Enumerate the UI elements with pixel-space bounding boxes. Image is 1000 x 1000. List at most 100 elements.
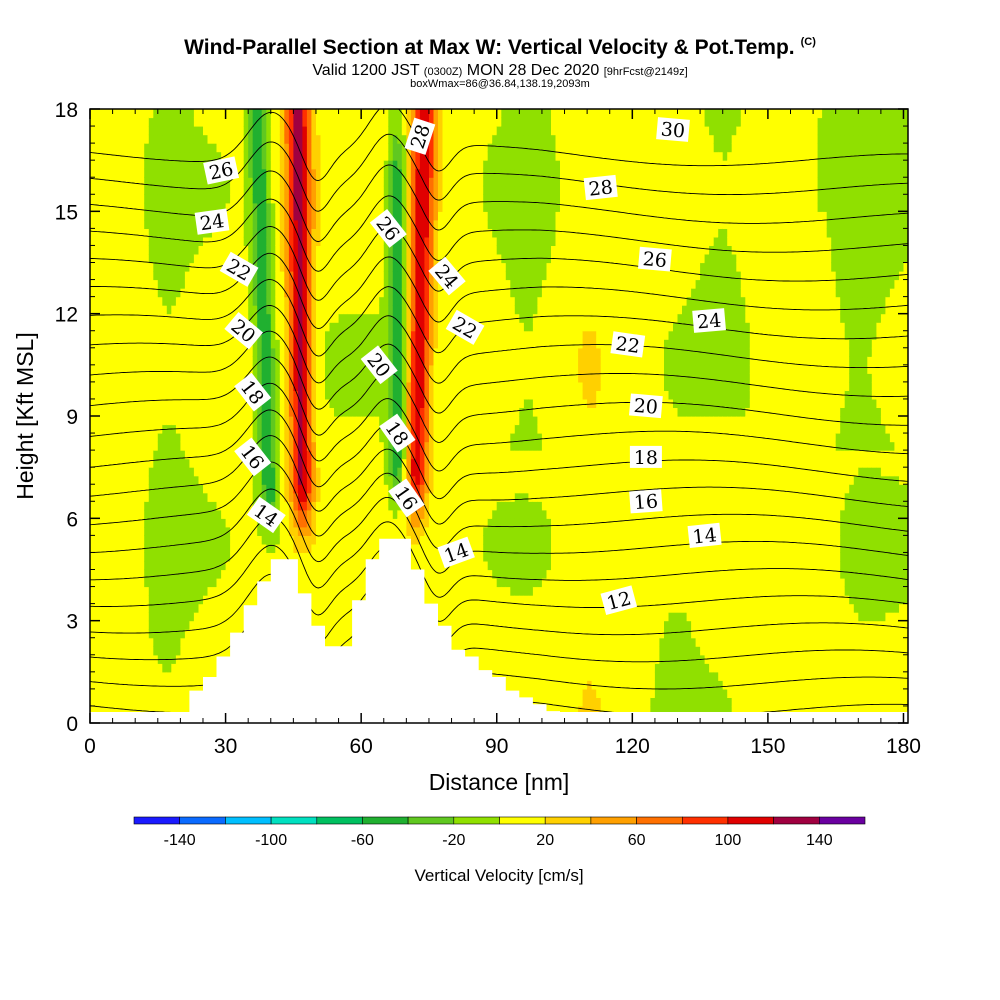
w-cell [334, 254, 340, 264]
w-cell [306, 364, 312, 374]
w-cell [288, 492, 294, 502]
w-cell [207, 501, 213, 511]
w-cell [279, 177, 285, 187]
w-cell [306, 245, 312, 255]
w-cell [302, 458, 308, 468]
w-cell [198, 296, 204, 306]
w-cell [365, 194, 371, 204]
w-cell [388, 322, 394, 332]
w-cell [266, 219, 272, 229]
w-cell [112, 305, 118, 315]
w-cell [239, 151, 245, 161]
w-cell [189, 561, 195, 571]
w-cell [135, 671, 141, 681]
w-cell [370, 552, 376, 562]
w-cell [221, 143, 227, 153]
w-cell [239, 177, 245, 187]
w-cell [166, 416, 172, 426]
w-cell [352, 433, 358, 443]
w-cell [302, 586, 308, 596]
w-cell [388, 177, 394, 187]
w-cell [347, 160, 353, 170]
w-cell [112, 458, 118, 468]
w-cell [135, 475, 141, 485]
w-cell [94, 518, 100, 528]
w-cell [184, 569, 190, 579]
w-cell [356, 330, 362, 340]
w-cell [221, 177, 227, 187]
w-cell [121, 143, 127, 153]
w-cell [103, 467, 109, 477]
w-cell [284, 441, 290, 451]
w-cell [166, 168, 172, 178]
w-cell [270, 356, 276, 366]
w-cell [334, 416, 340, 426]
w-cell [94, 219, 100, 229]
w-cell [297, 407, 303, 417]
w-cell [352, 271, 358, 281]
w-cell [293, 543, 299, 553]
w-cell [144, 637, 150, 647]
w-cell [293, 117, 299, 127]
w-cell [266, 381, 272, 391]
w-cell [397, 271, 403, 281]
w-cell [388, 458, 394, 468]
w-cell [203, 134, 209, 144]
w-cell [334, 322, 340, 332]
w-cell [316, 526, 322, 536]
w-cell [108, 663, 114, 673]
w-cell [130, 347, 136, 357]
w-cell [275, 347, 281, 357]
w-cell [153, 228, 159, 238]
w-cell [334, 381, 340, 391]
w-cell [316, 398, 322, 408]
w-cell [325, 543, 331, 553]
w-cell [379, 484, 385, 494]
w-cell [325, 629, 331, 639]
w-cell [148, 492, 154, 502]
w-cell [266, 143, 272, 153]
w-cell [216, 305, 222, 315]
w-cell [293, 552, 299, 562]
w-cell [248, 407, 254, 417]
w-cell [257, 228, 263, 238]
w-cell [135, 543, 141, 553]
w-cell [117, 381, 123, 391]
w-cell [198, 390, 204, 400]
w-cell [221, 236, 227, 246]
w-cell [180, 637, 186, 647]
w-cell [334, 441, 340, 451]
w-cell [175, 484, 181, 494]
w-cell [157, 646, 163, 656]
w-cell [306, 424, 312, 434]
w-cell [175, 680, 181, 690]
w-cell [279, 526, 285, 536]
w-cell [352, 296, 358, 306]
w-cell [203, 117, 209, 127]
w-cell [117, 578, 123, 588]
w-cell [130, 364, 136, 374]
w-cell [126, 313, 132, 323]
w-cell [311, 595, 317, 605]
w-cell [99, 407, 105, 417]
w-cell [166, 211, 172, 221]
w-cell [193, 373, 199, 383]
w-cell [297, 211, 303, 221]
w-cell [203, 296, 209, 306]
w-cell [388, 492, 394, 502]
w-cell [193, 518, 199, 528]
w-cell [157, 637, 163, 647]
w-cell [329, 305, 335, 315]
w-cell [325, 501, 331, 511]
w-cell [397, 467, 403, 477]
w-cell [198, 305, 204, 315]
w-cell [288, 151, 294, 161]
w-cell [347, 185, 353, 195]
w-cell [99, 705, 105, 715]
w-cell [392, 279, 398, 289]
w-cell [311, 578, 317, 588]
w-cell [374, 416, 380, 426]
w-cell [130, 441, 136, 451]
w-cell [288, 202, 294, 212]
w-cell [316, 543, 322, 553]
